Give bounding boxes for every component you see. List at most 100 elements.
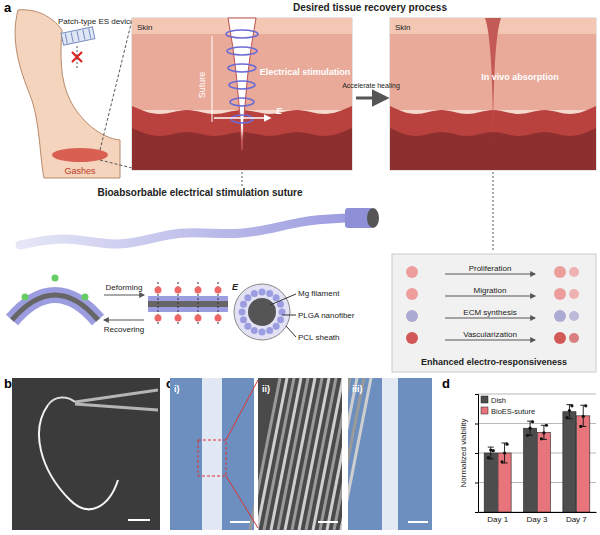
fiber-bundle — [202, 378, 222, 530]
legend-label: Dish — [491, 396, 506, 405]
suture-photo — [39, 405, 118, 509]
plga-fiber — [273, 294, 280, 301]
zoom-line — [100, 160, 132, 168]
gash — [52, 148, 108, 162]
patch-stripe — [89, 29, 91, 39]
panel-letter: a — [4, 0, 12, 15]
layer-label: Mg filament — [298, 289, 340, 298]
fiber-sheath — [382, 378, 398, 530]
response-arrow — [445, 274, 535, 275]
transition-arrow — [356, 97, 386, 100]
tick-label: Day 3 — [527, 515, 548, 524]
suture-thread — [20, 218, 350, 245]
patch-label: Patch-type ES devices — [58, 17, 138, 26]
charge — [195, 315, 202, 322]
cell-icon — [569, 311, 579, 321]
charge — [82, 294, 89, 301]
x-axis: Day 1Day 3Day 7 — [479, 512, 597, 524]
legend: DishBioES-suture — [481, 396, 535, 416]
charge — [52, 275, 59, 282]
response-arrow — [445, 340, 535, 341]
plga-fiber — [259, 329, 266, 336]
panel-d: Day 1Day 3Day 7Normalized viabilityDishB… — [459, 394, 597, 524]
bar — [577, 416, 590, 512]
legend-swatch — [481, 407, 488, 414]
patch-body — [61, 27, 95, 45]
cell-icon — [406, 310, 418, 322]
data-point — [503, 451, 506, 454]
error-bar — [580, 405, 586, 426]
suture-loop — [228, 64, 256, 72]
device-title: Bioabsorbable electrical stimulation sut… — [97, 187, 302, 198]
tick-mark — [475, 394, 478, 395]
data-point — [565, 416, 568, 419]
layer-label: PLGA nanofiber — [298, 311, 355, 320]
leader — [286, 326, 296, 337]
band-core — [148, 301, 228, 307]
data-point — [500, 460, 503, 463]
plga-fiber — [266, 327, 273, 334]
response-label: Migration — [474, 286, 507, 295]
wound-label: Gashes — [64, 166, 96, 176]
field-arrow — [214, 117, 270, 119]
suture-loop — [229, 81, 255, 89]
charge — [175, 315, 182, 322]
plga-fiber — [244, 323, 251, 330]
skin-label: Skin — [395, 23, 411, 32]
response-arrow — [445, 296, 535, 297]
skin-label: Skin — [137, 23, 153, 32]
plot-marks — [484, 404, 590, 512]
data-point — [568, 409, 571, 412]
charge — [22, 294, 29, 301]
cell-icon — [569, 267, 579, 277]
zoom-box — [198, 440, 226, 476]
data-point — [528, 427, 531, 430]
plga-fiber — [277, 316, 284, 323]
cell-icon — [406, 266, 418, 278]
tick-label: Day 7 — [566, 515, 587, 524]
skin-frame — [390, 18, 596, 170]
plga-fiber — [266, 290, 273, 297]
plga-fiber — [240, 316, 247, 323]
plga-fiber — [240, 301, 247, 308]
scale-bar — [128, 519, 150, 521]
nanofiber — [341, 378, 371, 530]
leader — [282, 315, 296, 316]
sublabel: ii) — [262, 384, 270, 394]
needle — [48, 397, 75, 405]
tick-mark — [475, 453, 478, 454]
response-label: Proliferation — [469, 264, 512, 273]
section-title: Desired tissue recovery process — [293, 2, 447, 13]
sublabel: iii) — [352, 384, 363, 394]
charge — [195, 287, 202, 294]
down-arrow — [242, 172, 243, 186]
data-point — [570, 404, 573, 407]
stimulation-label: Electrical stimulation — [260, 67, 351, 77]
straight-band — [148, 296, 228, 312]
photo-bg — [12, 378, 160, 530]
response-box: ProliferationMigrationECM synthesisVascu… — [392, 254, 596, 372]
cell-icon — [554, 288, 566, 300]
absorption-label: In vivo absorption — [481, 72, 559, 82]
suture-loop — [230, 98, 254, 106]
response-bg — [392, 254, 596, 372]
deform-label: Recovering — [104, 325, 144, 334]
band — [148, 296, 228, 312]
y-tick — [475, 483, 478, 484]
scale-bar — [408, 521, 428, 523]
zoom-line — [226, 380, 258, 440]
y-tick — [475, 453, 478, 454]
arm — [15, 10, 120, 178]
cell-icon — [554, 310, 566, 322]
nanofiber — [334, 378, 364, 530]
cell-icon — [554, 266, 566, 278]
bar — [537, 432, 550, 512]
strip-mask — [254, 378, 258, 530]
response-arrow — [445, 318, 535, 319]
data-point — [582, 415, 585, 418]
cell-icon — [406, 288, 418, 300]
scar — [485, 18, 501, 150]
charge — [155, 315, 162, 322]
zoom-line — [100, 20, 132, 150]
tick-mark — [475, 483, 478, 484]
